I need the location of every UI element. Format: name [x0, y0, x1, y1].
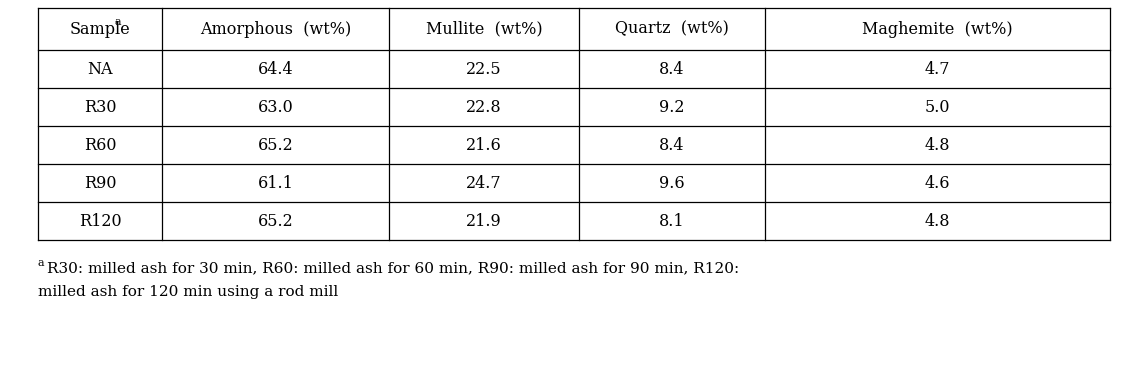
- Text: 63.0: 63.0: [258, 98, 294, 115]
- Text: Amorphous  (wt%): Amorphous (wt%): [200, 20, 351, 37]
- Text: 65.2: 65.2: [258, 137, 294, 154]
- Text: 8.4: 8.4: [660, 60, 685, 78]
- Text: 4.8: 4.8: [924, 137, 950, 154]
- Text: 5.0: 5.0: [924, 98, 950, 115]
- Text: 8.4: 8.4: [660, 137, 685, 154]
- Text: 22.8: 22.8: [466, 98, 501, 115]
- Text: R30: R30: [84, 98, 117, 115]
- Text: 61.1: 61.1: [258, 174, 294, 191]
- Text: 9.2: 9.2: [660, 98, 685, 115]
- Text: R30: milled ash for 30 min, R60: milled ash for 60 min, R90: milled ash for 90 m: R30: milled ash for 30 min, R60: milled …: [47, 261, 740, 275]
- Text: Sample: Sample: [70, 20, 131, 37]
- Text: 21.6: 21.6: [466, 137, 502, 154]
- Text: 9.6: 9.6: [660, 174, 685, 191]
- Text: Quartz  (wt%): Quartz (wt%): [615, 20, 729, 37]
- Text: a: a: [115, 17, 122, 27]
- Text: R120: R120: [79, 213, 122, 230]
- Text: NA: NA: [87, 60, 112, 78]
- Text: 22.5: 22.5: [466, 60, 501, 78]
- Text: 21.9: 21.9: [466, 213, 502, 230]
- Text: 4.8: 4.8: [924, 213, 950, 230]
- Text: milled ash for 120 min using a rod mill: milled ash for 120 min using a rod mill: [38, 285, 338, 299]
- Text: R60: R60: [84, 137, 117, 154]
- Text: R90: R90: [84, 174, 117, 191]
- Text: 24.7: 24.7: [466, 174, 501, 191]
- Text: 8.1: 8.1: [660, 213, 685, 230]
- Text: Mullite  (wt%): Mullite (wt%): [426, 20, 543, 37]
- Text: 4.6: 4.6: [924, 174, 950, 191]
- Text: a: a: [38, 258, 45, 268]
- Text: 65.2: 65.2: [258, 213, 294, 230]
- Text: Maghemite  (wt%): Maghemite (wt%): [863, 20, 1013, 37]
- Text: 64.4: 64.4: [258, 60, 294, 78]
- Text: 4.7: 4.7: [924, 60, 950, 78]
